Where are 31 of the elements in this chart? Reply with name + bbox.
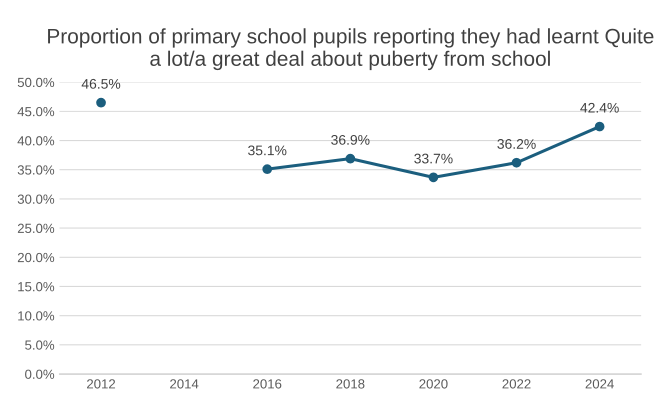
point (428, 172, 438, 182)
x-tick-label: 2016 (253, 379, 282, 389)
y-tick-label: 15.0% (18, 282, 54, 292)
x-tick-label: 2014 (170, 379, 198, 389)
x-tick-label: 2012 (87, 379, 116, 389)
point (96, 98, 106, 108)
y-tick-label: 20.0% (18, 252, 54, 262)
data-label: 36.2% (497, 139, 536, 149)
data-label: 46.5% (82, 78, 120, 89)
y-tick-label: 5.0% (25, 340, 54, 350)
y-tick-label: 25.0% (18, 224, 54, 234)
y-tick-label: 50.0% (18, 78, 54, 88)
point (512, 158, 522, 168)
data-label: 35.1% (248, 145, 286, 156)
data-label: 42.4% (580, 102, 619, 113)
x-tick-label: 2018 (336, 379, 364, 389)
x-tick-label: 2020 (419, 379, 448, 389)
point (594, 122, 604, 132)
point (262, 164, 272, 174)
y-tick-label: 35.0% (18, 165, 54, 175)
point (345, 154, 356, 164)
y-tick-label: 45.0% (18, 106, 54, 116)
data-label: 36.9% (331, 134, 370, 145)
x-tick-label: 2022 (502, 379, 531, 389)
y-tick-label: 40.0% (18, 136, 54, 146)
y-tick-label: 0.0% (25, 370, 54, 379)
data-label: 33.7% (414, 154, 453, 164)
y-tick-label: 30.0% (18, 194, 54, 204)
chart-title: Proportion of primary school pupils reporting they had learnt Quite a lot/a great deal about puberty from school (48, 28, 654, 70)
x-tick-label: 2024 (586, 379, 614, 389)
y-tick-label: 10.0% (18, 311, 54, 321)
